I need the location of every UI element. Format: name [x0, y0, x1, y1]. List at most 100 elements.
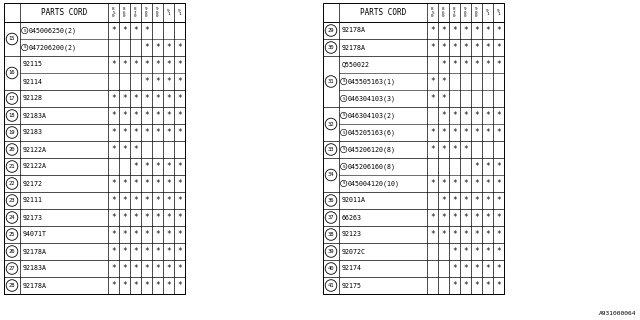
Text: *: *	[463, 196, 468, 205]
Text: 045505163(1): 045505163(1)	[348, 78, 396, 85]
Text: 34: 34	[328, 172, 334, 178]
Text: *: *	[474, 26, 479, 35]
Text: *: *	[122, 145, 127, 154]
Text: *: *	[122, 213, 127, 222]
Text: *: *	[166, 179, 171, 188]
Text: *: *	[166, 60, 171, 69]
Text: *: *	[496, 43, 501, 52]
Text: *: *	[430, 94, 435, 103]
Text: *: *	[430, 43, 435, 52]
Text: *: *	[496, 247, 501, 256]
Text: 92174: 92174	[342, 266, 362, 271]
Text: *: *	[463, 43, 468, 52]
Text: *: *	[155, 247, 160, 256]
Text: 9
1: 9 1	[486, 9, 489, 16]
Text: *: *	[430, 230, 435, 239]
Text: *: *	[133, 179, 138, 188]
Text: 9
0
0: 9 0 0	[145, 7, 148, 18]
Text: *: *	[133, 230, 138, 239]
Text: 047206200(2): 047206200(2)	[28, 44, 76, 51]
Text: 20: 20	[9, 147, 15, 152]
Text: *: *	[496, 26, 501, 35]
Text: 66263: 66263	[342, 214, 362, 220]
Text: *: *	[452, 111, 457, 120]
Text: *: *	[111, 94, 116, 103]
Text: *: *	[177, 213, 182, 222]
Text: *: *	[474, 230, 479, 239]
Text: *: *	[133, 196, 138, 205]
Text: *: *	[441, 179, 446, 188]
Text: *: *	[144, 26, 149, 35]
Text: 38: 38	[328, 232, 334, 237]
Text: 92072C: 92072C	[342, 249, 366, 254]
Text: *: *	[144, 230, 149, 239]
Text: *: *	[166, 128, 171, 137]
Text: *: *	[463, 26, 468, 35]
Text: S: S	[342, 148, 345, 151]
Text: *: *	[144, 111, 149, 120]
Text: *: *	[166, 43, 171, 52]
Text: *: *	[441, 196, 446, 205]
Text: 045205163(6): 045205163(6)	[348, 129, 396, 136]
Text: *: *	[166, 281, 171, 290]
Text: 92111: 92111	[23, 197, 43, 204]
Text: *: *	[452, 43, 457, 52]
Text: S: S	[342, 131, 345, 134]
Text: 92173: 92173	[23, 214, 43, 220]
Text: 32: 32	[328, 122, 334, 126]
Text: 92183A: 92183A	[23, 266, 47, 271]
Text: 31: 31	[328, 79, 334, 84]
Text: *: *	[111, 264, 116, 273]
Bar	[4, 3, 185, 294]
Text: *: *	[122, 94, 127, 103]
Text: 25: 25	[9, 232, 15, 237]
Text: *: *	[474, 60, 479, 69]
Text: *: *	[463, 281, 468, 290]
Text: 29: 29	[328, 28, 334, 33]
Text: *: *	[122, 60, 127, 69]
Text: *: *	[144, 264, 149, 273]
Bar	[323, 3, 504, 294]
Text: *: *	[177, 60, 182, 69]
Text: *: *	[144, 281, 149, 290]
Text: *: *	[430, 179, 435, 188]
Text: 92115: 92115	[23, 61, 43, 68]
Text: *: *	[166, 77, 171, 86]
Text: S: S	[342, 114, 345, 117]
Text: 8
6
0: 8 6 0	[442, 7, 445, 18]
Text: *: *	[474, 247, 479, 256]
Text: 33: 33	[328, 147, 334, 152]
Text: *: *	[155, 94, 160, 103]
Text: *: *	[177, 43, 182, 52]
Text: *: *	[430, 145, 435, 154]
Text: *: *	[463, 111, 468, 120]
Text: *: *	[155, 281, 160, 290]
Text: *: *	[452, 264, 457, 273]
Text: 8
5
0: 8 5 0	[112, 7, 115, 18]
Text: *: *	[155, 111, 160, 120]
Text: *: *	[485, 43, 490, 52]
Text: PARTS CORD: PARTS CORD	[360, 8, 406, 17]
Text: *: *	[463, 145, 468, 154]
Text: 92178A: 92178A	[23, 249, 47, 254]
Text: *: *	[177, 162, 182, 171]
Text: 92172: 92172	[23, 180, 43, 187]
Text: *: *	[452, 60, 457, 69]
Text: 8
7
0: 8 7 0	[453, 7, 456, 18]
Text: *: *	[111, 128, 116, 137]
Text: *: *	[474, 179, 479, 188]
Text: *: *	[441, 94, 446, 103]
Text: *: *	[485, 213, 490, 222]
Text: *: *	[133, 162, 138, 171]
Text: *: *	[111, 111, 116, 120]
Text: 92122A: 92122A	[23, 147, 47, 153]
Text: *: *	[463, 213, 468, 222]
Text: 9
1: 9 1	[167, 9, 170, 16]
Text: *: *	[485, 281, 490, 290]
Text: *: *	[144, 196, 149, 205]
Text: 92123: 92123	[342, 231, 362, 237]
Text: *: *	[496, 230, 501, 239]
Text: 92114: 92114	[23, 78, 43, 84]
Text: 045006250(2): 045006250(2)	[28, 27, 76, 34]
Text: 045004120(10): 045004120(10)	[348, 180, 399, 187]
